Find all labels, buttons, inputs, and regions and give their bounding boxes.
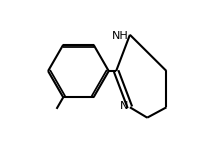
Text: N: N xyxy=(120,101,128,111)
Text: NH: NH xyxy=(111,31,128,41)
